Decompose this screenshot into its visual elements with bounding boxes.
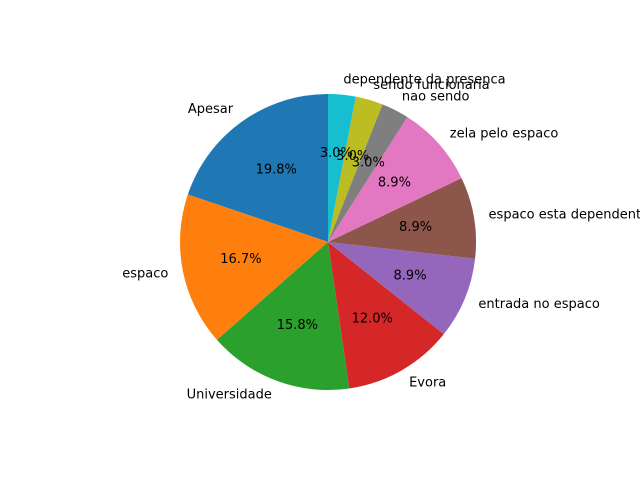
pie-percent-label-espaco-esta-dependente: 8.9% <box>399 220 432 235</box>
pie-percent-label-apesar: 19.8% <box>256 162 297 177</box>
pie-category-label-entrada-no-espaco: entrada no espaco <box>478 297 599 312</box>
pie-percent-label-universidade: 15.8% <box>277 318 318 333</box>
pie-percent-label-zela-pelo-espaco: 8.9% <box>378 176 411 191</box>
pie-category-label-espaco: espaco <box>122 267 168 282</box>
slices-layer <box>180 94 476 390</box>
pie-category-label-dependente-da-presenca: dependente da presenca <box>343 72 505 87</box>
pie-percent-label-entrada-no-espaco: 8.9% <box>394 268 427 283</box>
pie-category-label-universidade: Universidade <box>187 387 272 402</box>
pie-category-label-apesar: Apesar <box>188 102 234 117</box>
pie-category-label-espaco-esta-dependente: espaco esta dependente <box>489 208 640 223</box>
pie-category-label-zela-pelo-espaco: zela pelo espaco <box>450 126 559 141</box>
pie-percent-label-evora: 12.0% <box>352 312 393 327</box>
pie-category-label-evora: Evora <box>409 376 446 391</box>
pie-percent-label-dependente-da-presenca: 3.0% <box>320 146 353 161</box>
pie-percent-label-espaco: 16.7% <box>220 252 261 267</box>
